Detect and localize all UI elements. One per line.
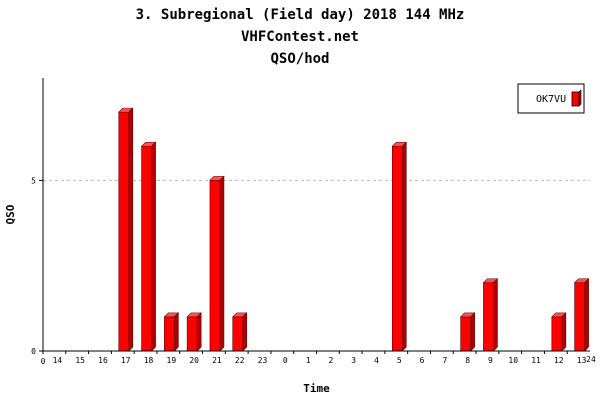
bar-front (483, 282, 494, 352)
x-tick-label: 11 (531, 356, 541, 365)
bar (573, 278, 590, 352)
x-tick-label: 5 (397, 356, 402, 365)
bar-side (242, 312, 248, 352)
bar-front (141, 145, 152, 352)
bar (551, 312, 567, 352)
bar (459, 312, 476, 352)
bar-side (401, 141, 407, 352)
bar (209, 175, 225, 352)
x-tick-label: 12 (554, 356, 564, 365)
bar-front (209, 180, 221, 352)
x-tick-label: 21 (212, 356, 222, 365)
bar (140, 141, 157, 352)
x-tick-label: 17 (121, 356, 131, 365)
x-tick-label: 8 (465, 356, 470, 365)
y-axis-label: QSO (4, 204, 17, 224)
legend-swatch-front (571, 91, 580, 107)
x-tick-label: 13 (577, 356, 587, 365)
legend-label: OK7VU (536, 94, 566, 105)
x-tick-label: 15 (75, 356, 85, 365)
x-tick-label: 20 (189, 356, 199, 365)
bar-side (174, 312, 179, 352)
legend: OK7VU (517, 83, 585, 114)
bar (186, 312, 202, 352)
bar-side (584, 278, 589, 352)
bar (118, 107, 134, 352)
bar-side (151, 141, 156, 352)
bar-front (164, 316, 175, 352)
bar (163, 312, 180, 352)
chart-subtitle: QSO/hod (270, 51, 330, 67)
bar (232, 312, 248, 352)
x-tick-label: 1 (306, 356, 311, 365)
bars-layer (118, 107, 590, 352)
bar (482, 278, 499, 352)
y-tick-label: 5 (31, 176, 36, 185)
bar-side (219, 175, 225, 352)
bar-front (551, 316, 563, 352)
x-tick-label: 7 (442, 356, 447, 365)
bar-side (196, 312, 202, 352)
chart-title-block: 3. Subregional (Field day) 2018 144 MHz … (0, 4, 600, 70)
x-tick-label: 0 (283, 356, 288, 365)
bar-front (186, 316, 198, 352)
bar-front (118, 111, 130, 352)
bar-front (460, 316, 471, 352)
x-tick-label: 19 (167, 356, 177, 365)
x-axis-start-label: 0 (41, 357, 46, 366)
x-tick-label: 2 (328, 356, 333, 365)
x-axis-label: Time (303, 382, 330, 395)
x-tick-label: 18 (144, 356, 154, 365)
x-tick-label: 22 (235, 356, 245, 365)
x-tick-label: 9 (488, 356, 493, 365)
legend-swatch-side (578, 89, 582, 107)
bar-front (232, 316, 244, 352)
x-tick-label: 10 (508, 356, 518, 365)
x-tick-label: 4 (374, 356, 379, 365)
x-tick-label: 16 (98, 356, 108, 365)
x-tick-label: 14 (53, 356, 63, 365)
bar-front (391, 145, 403, 352)
bar-side (561, 312, 567, 352)
bar-side (470, 312, 475, 352)
legend-swatch (571, 89, 582, 107)
bar-side (128, 107, 134, 352)
x-axis-end-label: 24 (586, 355, 596, 364)
bar-side (493, 278, 498, 352)
chart-title: 3. Subregional (Field day) 2018 144 MHz (135, 7, 465, 23)
x-tick-label: 23 (258, 356, 268, 365)
bar (391, 141, 407, 352)
chart-site: VHFContest.net (240, 29, 359, 45)
x-tick-label: 3 (351, 356, 356, 365)
x-tick-label: 6 (420, 356, 425, 365)
y-tick-label: 0 (31, 347, 36, 356)
bar-front (574, 282, 585, 352)
